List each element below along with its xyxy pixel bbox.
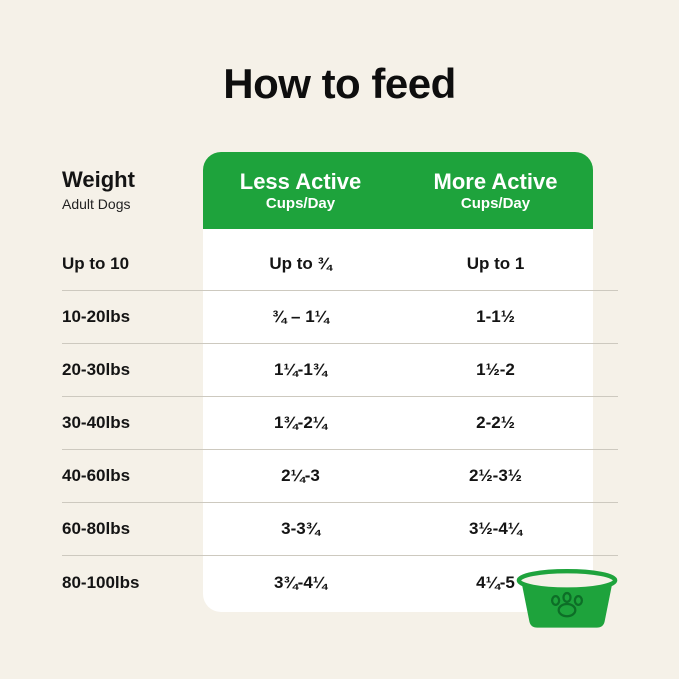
less-active-cell: 3¾-4¼ xyxy=(274,572,327,592)
less-active-cell: Up to ¾ xyxy=(269,254,332,273)
less-active-cell: 1¾-2¼ xyxy=(274,413,327,432)
more-active-cell: Up to 1 xyxy=(466,254,525,273)
less-active-column-header: Less Active Cups/Day xyxy=(203,152,398,229)
feeding-table: Up to 10 Up to ¾ Up to 1 10-20lbs ¾ – 1¼… xyxy=(62,238,618,609)
table-row: Up to 10 Up to ¾ Up to 1 xyxy=(62,238,618,291)
weight-column-header: Weight Adult Dogs xyxy=(62,167,135,213)
weight-sublabel: Adult Dogs xyxy=(62,196,131,213)
more-active-cell: 3½-4¼ xyxy=(469,519,522,538)
less-active-cell: ¾ – 1¼ xyxy=(272,307,329,326)
table-body-panel xyxy=(203,229,593,612)
table-row: 60-80lbs 3-3¾ 3½-4¼ xyxy=(62,503,618,556)
table-row: 80-100lbs 3¾-4¼ 4¼-5 xyxy=(62,556,618,609)
less-active-cell: 3-3¾ xyxy=(281,519,320,538)
weight-cell: Up to 10 xyxy=(62,254,130,273)
more-active-label: More Active xyxy=(433,169,558,195)
more-active-cell: 4¼-5 xyxy=(476,572,515,592)
weight-cell: 60-80lbs xyxy=(62,519,131,538)
table-header-panel: Less Active Cups/Day More Active Cups/Da… xyxy=(203,152,593,229)
page-title: How to feed xyxy=(223,60,456,107)
less-active-sublabel: Cups/Day xyxy=(265,194,336,212)
more-active-cell: 2½-3½ xyxy=(469,466,522,485)
weight-label: Weight xyxy=(62,167,135,192)
weight-cell: 80-100lbs xyxy=(62,572,140,592)
table-row: 40-60lbs 2¼-3 2½-3½ xyxy=(62,450,618,503)
more-active-cell: 1-1½ xyxy=(476,307,515,326)
dog-bowl-icon xyxy=(514,569,620,632)
table-row: 10-20lbs ¾ – 1¼ 1-1½ xyxy=(62,291,618,344)
more-active-cell: 1½-2 xyxy=(476,360,515,379)
less-active-label: Less Active xyxy=(239,169,362,195)
weight-cell: 30-40lbs xyxy=(62,413,131,432)
less-active-cell: 2¼-3 xyxy=(281,466,320,485)
table-row: 30-40lbs 1¾-2¼ 2-2½ xyxy=(62,397,618,450)
weight-cell: 10-20lbs xyxy=(62,307,131,326)
more-active-column-header: More Active Cups/Day xyxy=(398,152,593,229)
weight-cell: 20-30lbs xyxy=(62,360,131,379)
table-row: 20-30lbs 1¼-1¾ 1½-2 xyxy=(62,344,618,397)
weight-cell: 40-60lbs xyxy=(62,466,131,485)
less-active-cell: 1¼-1¾ xyxy=(274,360,327,379)
more-active-sublabel: Cups/Day xyxy=(460,194,531,212)
more-active-cell: 2-2½ xyxy=(476,413,515,432)
